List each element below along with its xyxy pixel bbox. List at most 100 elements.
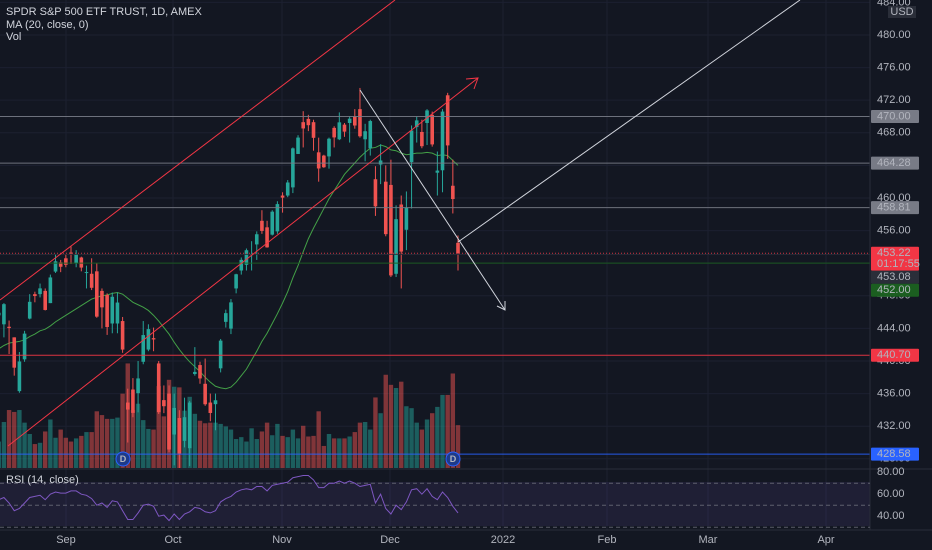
trend-line bbox=[7, 77, 479, 447]
volume-bar bbox=[435, 406, 440, 468]
arrow-head bbox=[465, 77, 479, 90]
volume-bar bbox=[63, 437, 69, 468]
currency-box bbox=[888, 6, 916, 18]
candle-body bbox=[131, 389, 135, 413]
x-tick-label: Mar bbox=[699, 534, 718, 546]
ma-line bbox=[0, 144, 459, 390]
volume-bar bbox=[68, 441, 74, 468]
trend-line bbox=[359, 89, 506, 311]
volume-bar bbox=[48, 419, 53, 468]
volume-bar bbox=[233, 439, 239, 468]
price-level-label: 470.00 bbox=[877, 110, 911, 122]
volume-bar bbox=[352, 432, 357, 468]
candle-body bbox=[27, 301, 32, 319]
volume-bar bbox=[280, 435, 285, 468]
candle-body bbox=[285, 182, 290, 196]
candle-body bbox=[110, 296, 115, 324]
candle-body bbox=[224, 313, 228, 322]
volume-bar bbox=[419, 429, 425, 468]
volume-bar bbox=[43, 431, 48, 468]
candle-body bbox=[12, 337, 17, 368]
candle-body bbox=[22, 333, 27, 360]
volume-bar bbox=[135, 403, 141, 468]
axes: 428.00432.00436.00440.00444.00448.00452.… bbox=[56, 0, 920, 546]
volume-bar bbox=[357, 422, 363, 468]
volume-bar bbox=[331, 438, 337, 468]
candle-body bbox=[17, 361, 22, 392]
price-level-label: 453.22 bbox=[877, 247, 911, 259]
volume-bar bbox=[455, 425, 461, 468]
candle-body bbox=[7, 326, 11, 329]
candle-body bbox=[296, 137, 300, 154]
volume-bar bbox=[104, 418, 110, 468]
x-tick-label: 2022 bbox=[491, 534, 515, 546]
volume-bar bbox=[79, 435, 84, 468]
candle-body bbox=[420, 131, 424, 147]
trend-line bbox=[457, 0, 801, 243]
candle-body bbox=[48, 277, 53, 304]
price-level-box bbox=[871, 246, 919, 271]
price-level-box bbox=[871, 447, 919, 461]
volume-bar bbox=[213, 422, 218, 468]
vol-legend: Vol bbox=[6, 31, 21, 43]
candle-body bbox=[353, 116, 357, 126]
volume-bar bbox=[388, 384, 394, 468]
dividend-marker bbox=[445, 451, 461, 467]
volume-bar bbox=[22, 422, 27, 468]
volume-bar bbox=[275, 423, 280, 468]
volume-bar bbox=[32, 444, 38, 468]
candle-body bbox=[187, 402, 192, 449]
volume-bar bbox=[378, 413, 383, 468]
volume-bar bbox=[151, 429, 156, 468]
dividend-label: D bbox=[120, 454, 127, 464]
candle-body bbox=[151, 338, 156, 340]
volume-bar bbox=[89, 432, 94, 468]
candle-body bbox=[84, 272, 89, 274]
countdown: 01:17:55 bbox=[877, 258, 920, 270]
x-tick-label: Dec bbox=[380, 534, 400, 546]
volume-bar bbox=[337, 438, 342, 468]
candle-body bbox=[275, 204, 280, 232]
candle-body bbox=[167, 393, 171, 450]
volume-bar bbox=[0, 441, 1, 468]
candle-body bbox=[373, 179, 378, 207]
y-tick-label: 484.00 bbox=[877, 0, 911, 8]
x-tick-label: Apr bbox=[817, 534, 834, 546]
volume-bar bbox=[120, 393, 125, 468]
rsi-legend: RSI (14, close) bbox=[6, 474, 79, 486]
candle-body bbox=[332, 127, 336, 138]
candle-body bbox=[363, 131, 367, 140]
volume-bar bbox=[37, 442, 43, 468]
candle-body bbox=[53, 261, 58, 272]
candle-body bbox=[120, 321, 125, 350]
volume-bar bbox=[373, 397, 378, 468]
volume-bar bbox=[342, 438, 347, 468]
volume-bar bbox=[12, 411, 17, 468]
candle-body bbox=[79, 257, 84, 268]
rsi-tick-label: 60.00 bbox=[877, 488, 905, 500]
volume-bar bbox=[6, 410, 12, 468]
y-tick-label: 480.00 bbox=[877, 29, 911, 41]
y-tick-label: 472.00 bbox=[877, 94, 911, 106]
candle-body bbox=[193, 371, 197, 375]
volume-bar bbox=[414, 422, 419, 468]
volume-bar bbox=[202, 423, 208, 468]
volume-bar bbox=[383, 374, 388, 468]
candle-body bbox=[89, 273, 94, 288]
volume-bar bbox=[321, 445, 327, 468]
rsi-line bbox=[0, 475, 459, 522]
candle-body bbox=[203, 383, 207, 405]
candle-body bbox=[260, 220, 264, 231]
candle-body bbox=[182, 417, 187, 441]
y-tick-label: 460.00 bbox=[877, 192, 911, 204]
candle-body bbox=[33, 294, 37, 297]
volume-bar bbox=[156, 386, 161, 468]
volume-bar bbox=[259, 431, 265, 468]
candle-body bbox=[301, 122, 305, 129]
candle-body bbox=[69, 252, 73, 254]
rsi-pane bbox=[0, 475, 870, 528]
candle-body bbox=[213, 400, 218, 405]
candle-body bbox=[156, 363, 161, 413]
price-level-box bbox=[871, 156, 919, 170]
dividend-marker bbox=[115, 451, 131, 467]
